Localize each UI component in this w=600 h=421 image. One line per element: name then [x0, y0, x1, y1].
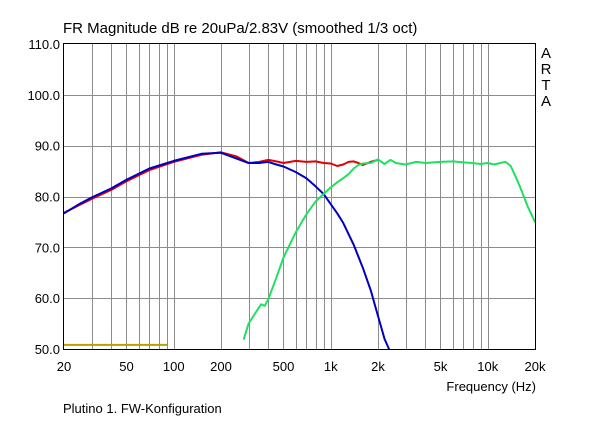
x-tick-label: 1k [324, 359, 338, 374]
y-tick-label: 100.0 [27, 88, 60, 103]
y-tick-label: 80.0 [35, 190, 60, 205]
series-line-red [63, 151, 379, 214]
grid [64, 44, 535, 349]
x-tick-label: 2k [371, 359, 385, 374]
x-tick-labels: 20 50 100 200 500 1k 2k 5k 10k 20k [57, 359, 546, 374]
x-tick-label: 20 [57, 359, 71, 374]
x-tick-label: 20k [525, 359, 546, 374]
y-tick-label: 50.0 [35, 342, 60, 357]
y-tick-label: 90.0 [35, 139, 60, 154]
x-tick-label: 100 [163, 359, 185, 374]
x-tick-label: 5k [434, 359, 448, 374]
x-tick-label: 10k [477, 359, 498, 374]
y-tick-label: 60.0 [35, 291, 60, 306]
y-tick-labels: 50.0 60.0 70.0 80.0 90.0 100.0 110.0 [27, 37, 60, 357]
series-layer [63, 151, 536, 350]
x-axis-label: Frequency (Hz) [446, 379, 536, 394]
series-line-green [242, 158, 536, 340]
series-line-blue [63, 151, 390, 350]
side-label-letter: R [541, 61, 552, 78]
x-tick-label: 500 [273, 359, 295, 374]
side-label-letter: T [541, 77, 550, 94]
side-label-letter: A [541, 93, 551, 110]
y-tick-label: 110.0 [28, 37, 60, 52]
y-tick-label: 70.0 [35, 240, 60, 255]
side-label-letter: A [541, 45, 551, 62]
footnote: Plutino 1. FW-Konfiguration [63, 401, 222, 416]
chart-title: FR Magnitude dB re 20uPa/2.83V (smoothed… [63, 20, 417, 37]
x-tick-label: 200 [210, 359, 232, 374]
x-tick-label: 50 [119, 359, 133, 374]
plot-frame [63, 43, 536, 350]
